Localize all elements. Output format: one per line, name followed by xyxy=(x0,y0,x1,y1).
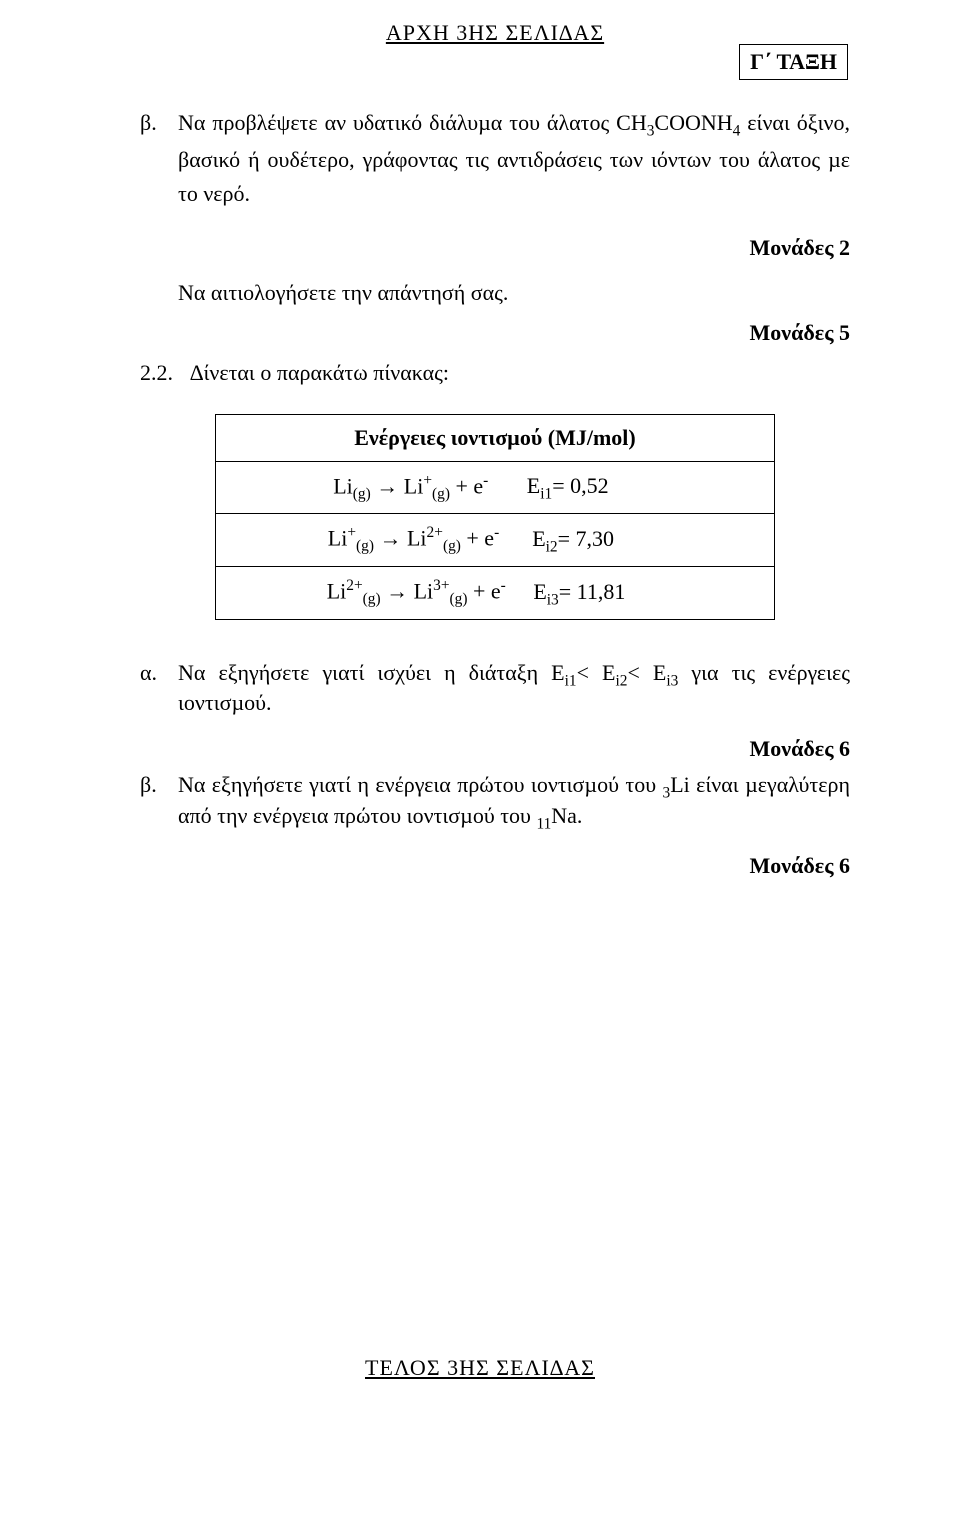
alpha-sub3: i3 xyxy=(666,672,678,689)
q22-label: 2.2. xyxy=(140,360,190,386)
points-6b: Μονάδες 6 xyxy=(140,853,850,879)
beta2-pre: Να εξηγήσετε γιατί η ενέργεια πρώτου ιον… xyxy=(178,772,663,797)
item-2-2: 2.2. ∆ίνεται ο παρακάτω πίνακας: xyxy=(140,360,850,386)
alpha-text: Να εξηγήσετε γιατί ισχύει η διάταξη Εi1<… xyxy=(178,660,850,716)
q22-text: ∆ίνεται ο παρακάτω πίνακας: xyxy=(190,360,449,386)
beta2-sub2: 11 xyxy=(536,815,551,832)
table-header: Ενέργειες ιοντισµού (ΜJ/mol) xyxy=(216,414,775,461)
table-row: Li2+(g) → Li3+(g) + e- Ei3= 11,81 xyxy=(216,567,775,620)
page-header: ΑΡΧΗ 3ΗΣ ΣΕΛΙ∆ΑΣ xyxy=(140,20,850,46)
alpha-sub1: i1 xyxy=(565,672,577,689)
ionization-table: Ενέργειες ιοντισµού (ΜJ/mol) Li(g) → Li+… xyxy=(215,414,775,620)
item-beta2: β. Να εξηγήσετε γιατί η ενέργεια πρώτου … xyxy=(140,772,850,833)
alpha-label: α. xyxy=(140,660,178,716)
row-rhs: Ei3= 11,81 xyxy=(533,579,663,609)
beta-text: Να προβλέψετε αν υδατικό διάλυµα του άλα… xyxy=(178,106,850,211)
justify-line: Να αιτιολογήσετε την απάντησή σας. xyxy=(178,276,850,310)
beta-text-mid: COONH xyxy=(654,110,732,135)
points-5: Μονάδες 5 xyxy=(140,316,850,350)
alpha-lt2: < Ε xyxy=(627,660,666,685)
alpha-lt1: < Ε xyxy=(577,660,616,685)
row-rhs: Ei1= 0,52 xyxy=(527,473,657,503)
beta2-text: Να εξηγήσετε γιατί η ενέργεια πρώτου ιον… xyxy=(178,772,850,833)
table-row: Li(g) → Li+(g) + e- Ei1= 0,52 xyxy=(216,461,775,514)
row-lhs: Li2+(g) → Li3+(g) + e- xyxy=(327,577,506,609)
beta2-na: Na. xyxy=(551,803,582,828)
alpha-sub2: i2 xyxy=(616,672,628,689)
row-rhs: Ei2= 7,30 xyxy=(532,526,662,556)
points-6a: Μονάδες 6 xyxy=(140,736,850,762)
item-beta: β. Να προβλέψετε αν υδατικό διάλυµα του … xyxy=(140,106,850,350)
alpha-pre: Να εξηγήσετε γιατί ισχύει η διάταξη Ε xyxy=(178,660,565,685)
row-lhs: Li(g) → Li+(g) + e- xyxy=(333,472,488,504)
points-2: Μονάδες 2 xyxy=(140,231,850,265)
row-lhs: Li+(g) → Li2+(g) + e- xyxy=(328,524,499,556)
page: ΑΡΧΗ 3ΗΣ ΣΕΛΙ∆ΑΣ Γ΄ ΤΑΞΗ β. Να προβλέψετ… xyxy=(0,0,960,1531)
class-box: Γ΄ ΤΑΞΗ xyxy=(739,44,848,80)
beta-label: β. xyxy=(140,106,178,211)
beta-text-prefix: Να προβλέψετε αν υδατικό διάλυµα του άλα… xyxy=(178,110,647,135)
beta2-label: β. xyxy=(140,772,178,833)
item-alpha: α. Να εξηγήσετε γιατί ισχύει η διάταξη Ε… xyxy=(140,660,850,716)
table-row: Li+(g) → Li2+(g) + e- Ei2= 7,30 xyxy=(216,514,775,567)
page-footer: ΤΕΛΟΣ 3ΗΣ ΣΕΛΙ∆ΑΣ xyxy=(0,1355,960,1381)
